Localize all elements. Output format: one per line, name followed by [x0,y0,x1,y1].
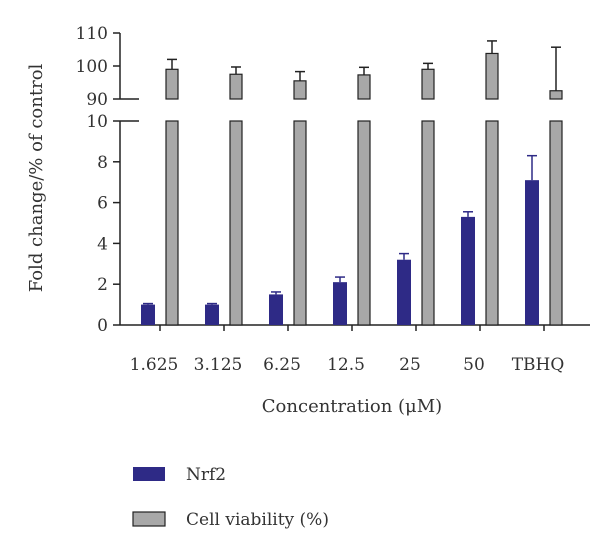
nrf2-bar [333,282,347,325]
y-axis-title: Fold change/% of control [26,63,47,292]
cell-viability-bar-lower [549,120,563,326]
x-tick-label: 50 [463,355,485,375]
cell-viability-bar-lower [485,120,499,326]
nrf2-bar [205,304,219,325]
cell-viability-bar-upper [293,80,307,100]
lower-y-tick-label: 0 [97,316,108,336]
x-tick-label: 1.625 [130,355,179,375]
nrf2-bar [141,304,155,325]
lower-y-tick-label: 6 [97,194,108,214]
upper-y-axis: 90 100 110 [76,24,139,110]
cell-viability-bar-lower [165,120,179,326]
legend: Nrf2 Cell viability (%) [132,465,329,530]
upper-y-tick-label: 90 [86,90,108,110]
cell-viability-bar-upper [549,90,563,100]
cell-viability-bar-upper [229,73,243,100]
x-tick-label: 6.25 [263,355,301,375]
lower-y-tick-label: 2 [97,275,108,295]
cell-viability-bar-lower [421,120,435,326]
legend-swatch-nrf2 [133,467,165,481]
lower-y-tick-label: 4 [97,234,108,254]
nrf2-bar [525,180,539,325]
cell-viability-bar-lower [229,120,243,326]
legend-label-cell-viability: Cell viability (%) [186,510,329,530]
cell-viability-bar-lower [357,120,371,326]
cell-viability-bar-upper [421,68,435,100]
x-tick-labels: 1.625 3.125 6.25 12.5 25 50 TBHQ [130,325,565,375]
cell-viability-bar-lower [293,120,307,326]
x-axis-title: Concentration (μM) [262,396,442,417]
lower-y-tick-label: 8 [97,153,108,173]
nrf2-bar [269,294,283,325]
lower-y-tick-label: 10 [86,112,108,132]
legend-label-nrf2: Nrf2 [186,465,226,485]
nrf2-bar [461,216,475,325]
upper-y-tick-label: 100 [76,57,108,77]
cell-viability-bar-upper [357,74,371,100]
x-tick-label: TBHQ [512,355,565,375]
x-tick-label: 12.5 [327,355,365,375]
cell-viability-bar-upper [165,68,179,100]
x-tick-label: 3.125 [194,355,243,375]
upper-y-tick-label: 110 [76,24,108,44]
legend-swatch-cell-viability [132,511,166,527]
x-tick-label: 25 [399,355,421,375]
lower-y-axis: 0 2 4 6 8 10 [86,112,590,336]
bars [141,40,563,326]
nrf2-bar [397,259,411,325]
cell-viability-bar-upper [485,52,499,100]
